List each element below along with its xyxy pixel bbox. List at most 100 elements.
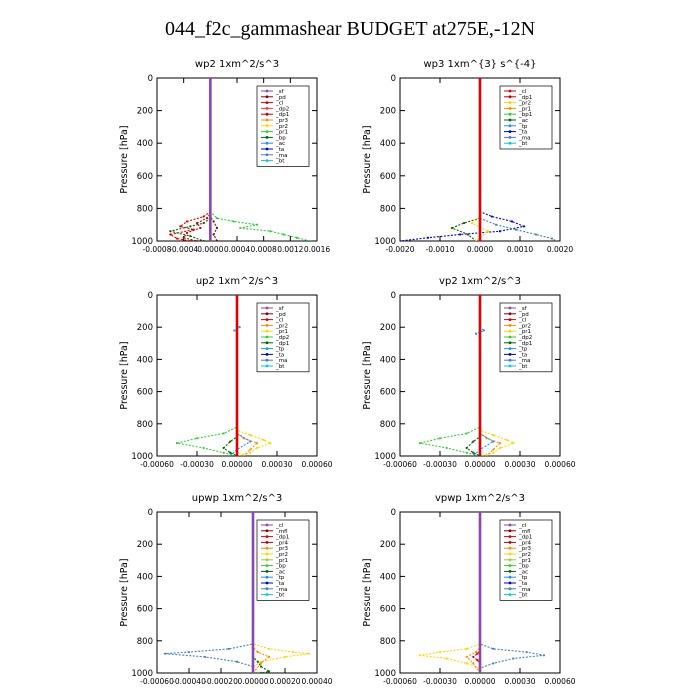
series-point (195, 437, 199, 440)
legend-label: _ta (275, 147, 284, 153)
legend-label: _cl (275, 523, 284, 529)
y-tick-label: 1000 (374, 669, 396, 679)
y-tick-label: 800 (137, 637, 153, 647)
x-tick-label: -0.00060 (140, 677, 174, 686)
legend-label: _pr1 (518, 558, 531, 564)
series-point (222, 451, 225, 454)
series-point (256, 650, 259, 654)
series-point (255, 223, 259, 226)
y-tick-label: 200 (137, 107, 153, 117)
series-point (249, 451, 252, 454)
legend-label: _bt (518, 593, 528, 599)
legend-marker (508, 130, 512, 134)
legend-marker (265, 306, 269, 310)
series-point (222, 432, 225, 435)
y-tick-label: 400 (137, 139, 153, 149)
legend-label: _cl (518, 89, 527, 95)
legend-marker (265, 564, 269, 567)
series-point (215, 217, 219, 220)
legend-marker (265, 130, 269, 134)
legend-marker (508, 364, 512, 368)
legend-label: _bp (275, 564, 286, 570)
series-line-ma (479, 512, 545, 669)
x-tick-label: 0.00030 (261, 460, 292, 469)
x-tick-label: 0.00060 (301, 460, 332, 469)
series-line-cl (168, 78, 211, 241)
y-tick-label: 0 (391, 74, 396, 84)
legend-marker (265, 541, 269, 544)
series-point (291, 650, 295, 654)
series-point (259, 660, 263, 663)
x-tick-label: 0.00020 (269, 677, 300, 686)
series-point (438, 650, 442, 654)
y-tick-label: 0 (148, 508, 153, 518)
legend-marker (508, 306, 512, 310)
page-title: 044_f2c_gammashear BUDGET at275E,-12N (164, 18, 536, 40)
legend-marker (508, 329, 512, 333)
series-point (400, 239, 402, 241)
series-point (269, 442, 272, 445)
series-line-dp1 (465, 295, 481, 456)
series-line-pr2 (479, 295, 502, 456)
legend-label: _ma (275, 153, 287, 159)
y-tick-label: 0 (391, 508, 396, 518)
legend-label: _pd (275, 312, 286, 318)
y-tick-label: 1000 (131, 452, 153, 462)
series-point (472, 454, 475, 456)
legend-label: _bp (518, 564, 529, 570)
series-point (492, 662, 495, 665)
legend-marker (265, 581, 269, 585)
series-point (474, 239, 478, 241)
series-point (187, 650, 191, 654)
legend-label: _ma (275, 358, 287, 364)
legend-label: _ac (275, 141, 285, 147)
x-tick-label: 0.0008 (251, 245, 277, 254)
series-point (525, 650, 528, 654)
series-point (259, 662, 263, 665)
series-point (182, 236, 185, 239)
x-tick-label: 0.00030 (504, 677, 535, 686)
series-point (202, 446, 205, 450)
series-point (267, 655, 271, 659)
legend-marker (265, 147, 269, 151)
series-point (202, 215, 205, 218)
legend-marker (265, 329, 269, 333)
series-point (229, 454, 232, 456)
series-point (445, 657, 448, 660)
series-point (418, 442, 422, 445)
legend-marker (265, 593, 269, 596)
series-point (492, 647, 495, 650)
series-group (163, 512, 311, 673)
series-point (478, 454, 482, 456)
legend-marker (265, 341, 269, 345)
legend-marker (265, 118, 269, 122)
series-point (235, 454, 239, 456)
series-point (251, 671, 255, 673)
legend-label: _pr4 (518, 540, 532, 546)
legend-label: _ta (518, 130, 527, 136)
legend-label: _mfl (518, 529, 531, 535)
series-point (189, 235, 192, 238)
legend-marker (508, 564, 512, 567)
series-point (209, 239, 212, 241)
series-point (534, 233, 538, 236)
series-point (259, 665, 263, 668)
y-tick-label: 1000 (374, 452, 396, 462)
legend-label: _cl (275, 318, 284, 324)
chart-title: wp2 1xm^2/s^3 (195, 59, 279, 70)
plot-frame (156, 511, 318, 674)
y-tick-label: 200 (380, 540, 396, 550)
series-point (478, 512, 482, 514)
legend-label: _dp1 (518, 341, 532, 347)
legend-label: _pr1 (275, 558, 288, 564)
legend-label: _ta (275, 352, 284, 358)
series-point (466, 233, 470, 236)
legend-marker (508, 529, 512, 533)
legend-marker (265, 347, 269, 350)
series-point (512, 442, 515, 445)
series-point (492, 451, 495, 454)
series-point (307, 652, 311, 655)
y-tick-label: 400 (380, 572, 396, 582)
series-point (199, 226, 202, 230)
y-tick-label: 200 (380, 323, 396, 333)
